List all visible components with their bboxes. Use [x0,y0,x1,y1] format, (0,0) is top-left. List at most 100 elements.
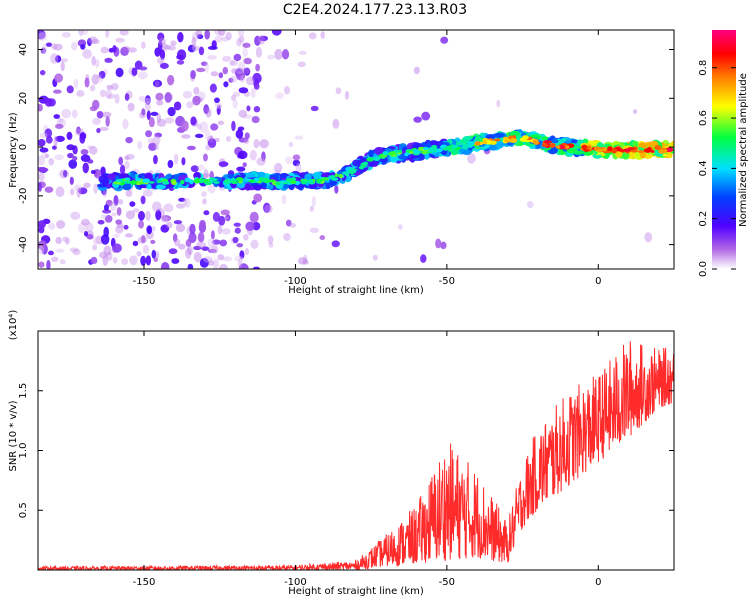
spectral-point [87,38,92,47]
spectral-point [244,183,252,191]
spectral-point [261,177,269,183]
spectral-point [315,178,324,182]
spectral-point [103,204,109,212]
spectral-point [482,138,489,142]
spectral-point [154,142,160,151]
spectral-point [217,225,223,235]
spectral-point [207,55,218,60]
spectral-point [39,132,48,138]
spectral-point [151,249,157,259]
spectral-point [338,173,344,179]
spectral-point [236,243,244,248]
spectral-point [80,154,91,162]
x-tick-label: -150 [133,577,156,588]
spectral-point [209,83,217,93]
spectral-point [231,94,237,102]
spectral-point [268,242,274,248]
spectral-point [493,132,505,138]
spectral-point [38,245,45,255]
spectral-point [246,105,251,112]
spectral-point [234,255,244,262]
spectral-point [670,140,674,147]
spectral-point [427,147,436,153]
snr-series-line [38,341,674,570]
x-tick-label: -100 [284,577,307,588]
spectral-point [125,210,136,220]
spectral-point [66,85,74,94]
spectral-point [41,43,47,55]
spectral-point [158,37,166,46]
spectral-point [267,184,274,190]
spectral-point [404,152,409,157]
spectral-point [190,69,196,80]
spectral-point [103,226,110,238]
spectral-point [76,126,81,135]
spectral-point [193,178,201,184]
spectral-point [76,90,85,97]
spectral-point [248,179,256,183]
spectral-point [184,248,192,259]
spectral-point [160,262,170,269]
spectral-point [178,243,186,250]
spectral-point [662,148,668,153]
spectral-point [146,183,152,190]
spectral-point [207,45,218,50]
spectral-point [96,128,101,134]
spectral-point [237,257,243,269]
colorbar-tick-label: 0.6 [698,110,709,126]
spectral-point [102,190,108,198]
spectral-point [137,140,143,150]
spectral-point [188,232,197,244]
x-tick-label: -100 [284,276,307,287]
spectral-point [55,186,65,198]
chart-title: C2E4.2024.177.23.13.R03 [283,2,467,18]
spectral-point [38,103,43,112]
spectrogram-x-label: Height of straight line (km) [288,285,424,296]
spectral-point [39,167,49,172]
spectral-point [102,255,109,266]
spectral-point [189,223,196,235]
spectral-point [115,67,124,78]
spectral-point [115,179,123,183]
spectral-point [203,210,210,216]
spectral-point [496,99,501,108]
spectral-point [219,239,228,247]
spectral-point [295,162,302,173]
spectral-point [102,111,112,118]
spectral-point [413,66,420,75]
spectral-point [236,181,246,189]
spectral-point [80,149,89,156]
x-tick-label: -50 [439,577,455,588]
spectral-point [104,215,113,223]
spectral-point [167,106,176,117]
spectral-point [204,129,211,141]
spectral-point [285,219,292,227]
spectral-point [183,198,188,206]
spectral-point [623,148,632,152]
spectral-point [174,238,181,247]
spectral-point [102,209,112,214]
spectral-point [232,236,239,244]
spectral-point [168,248,178,255]
spectral-point [522,135,529,140]
spectral-point [225,214,231,222]
spectral-point [311,195,317,207]
spectral-point [105,88,112,100]
spectral-point [362,161,369,166]
spectral-point [596,148,604,153]
spectral-point [38,240,47,251]
spectral-point [214,97,220,104]
spectral-point [203,256,213,263]
spectral-point [154,132,163,138]
spectral-point [128,47,137,53]
spectral-point [232,91,241,97]
spectral-point [644,232,653,243]
spectral-point [452,144,458,148]
spectral-point [172,233,178,243]
spectral-point [253,139,260,149]
spectral-point [203,104,210,115]
spectral-point [242,47,248,58]
spectral-point [334,173,339,177]
x-tick-label: -50 [439,276,455,287]
